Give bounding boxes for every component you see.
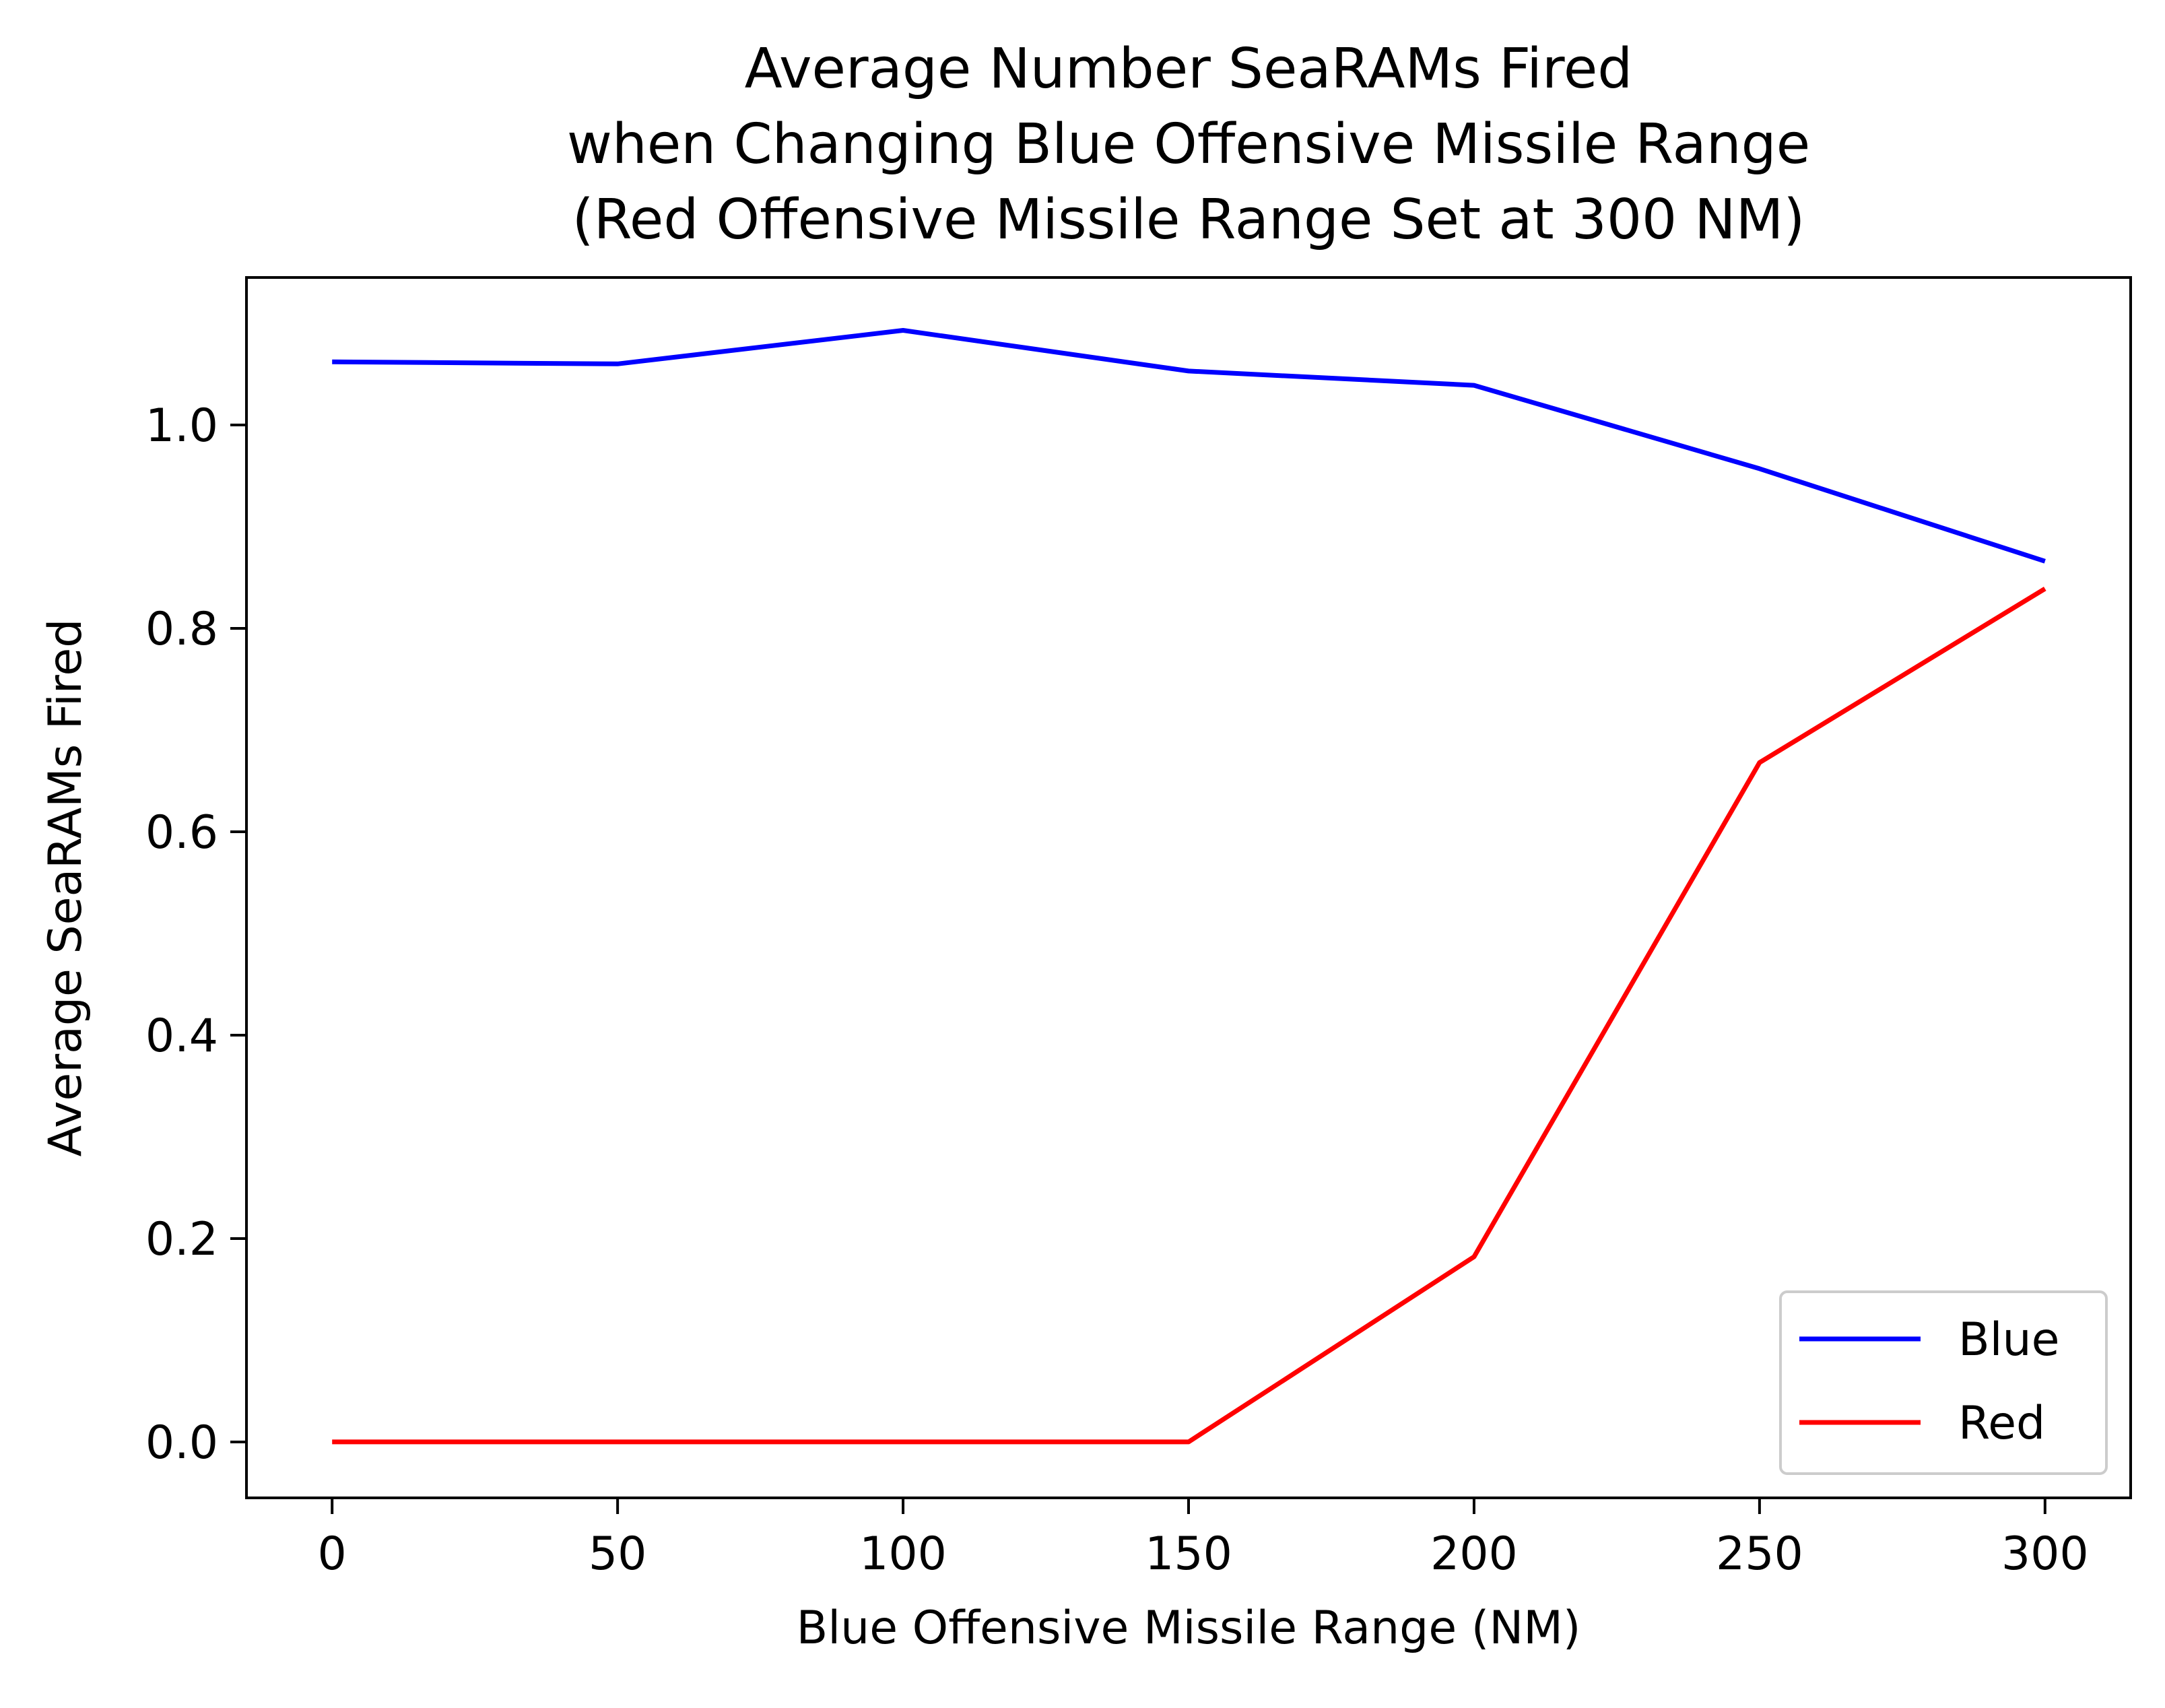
chart-title-line-3: (Red Offensive Missile Range Set at 300 …: [572, 188, 1805, 252]
series-lines: [332, 328, 2046, 1445]
y-tick-label: 0.6: [145, 806, 218, 859]
x-tick-label: 250: [1716, 1528, 1803, 1581]
chart-title-line-2: when Changing Blue Offensive Missile Ran…: [567, 112, 1810, 176]
legend-label-blue: Blue: [1958, 1313, 2059, 1367]
legend-label-red: Red: [1958, 1397, 2045, 1450]
chart-title-line-1: Average Number SeaRAMs Fired: [745, 37, 1633, 101]
chart-title: Average Number SeaRAMs Fired when Changi…: [567, 37, 1810, 252]
legend: Blue Red: [1779, 1290, 2108, 1475]
x-tick-label: 50: [589, 1528, 647, 1581]
y-tick-label: 0.4: [145, 1010, 218, 1063]
y-tick-label: 0.8: [145, 603, 218, 656]
x-axis-ticks: 0 50 100 150 200 250 300: [318, 1498, 2089, 1581]
series-line-red: [332, 587, 2046, 1445]
x-axis-label: Blue Offensive Missile Range (NM): [797, 1602, 1581, 1655]
y-axis-ticks: 0.0 0.2 0.4 0.6 0.8 1.0: [145, 399, 246, 1470]
series-line-blue: [332, 328, 2046, 564]
y-tick-label: 0.2: [145, 1213, 218, 1266]
x-tick-label: 0: [318, 1528, 347, 1581]
x-tick-label: 150: [1145, 1528, 1232, 1581]
y-tick-label: 0.0: [145, 1416, 218, 1470]
x-tick-label: 200: [1430, 1528, 1518, 1581]
y-axis-label: Average SeaRAMs Fired: [39, 619, 92, 1157]
y-tick-label: 1.0: [145, 399, 218, 453]
x-tick-label: 100: [859, 1528, 947, 1581]
x-tick-label: 300: [2001, 1528, 2089, 1581]
